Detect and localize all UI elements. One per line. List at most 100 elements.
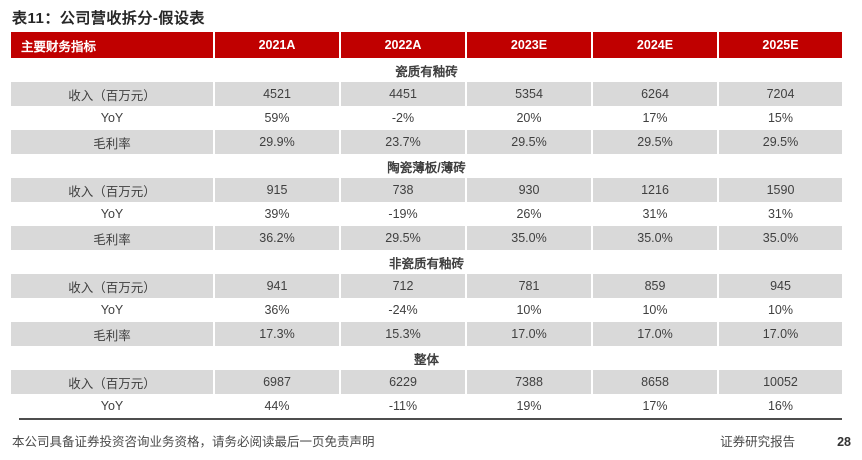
revenue-table: 主要财务指标 2021A 2022A 2023E 2024E 2025E 瓷质有釉砖收入（… (11, 32, 842, 418)
value-cell: 15% (767, 111, 794, 125)
header-cell-year: 2021A (215, 32, 341, 58)
header-cell-year: 2023E (467, 32, 593, 58)
row-label: 收入（百万元） (11, 370, 215, 394)
value-cell: 5354 (467, 82, 593, 106)
value-cell: -19% (341, 202, 467, 226)
section-header-row: 整体 (11, 346, 842, 370)
value-cell: 17% (593, 394, 719, 418)
row-label: 收入（百万元） (11, 82, 215, 106)
value-cell: 17.3% (215, 322, 341, 346)
value-cell: 29.5% (341, 226, 467, 250)
value-cell: 17.0% (467, 322, 593, 346)
value-cell: 1216 (593, 178, 719, 202)
section-title: 整体 (413, 352, 439, 367)
value-cell: 6229 (341, 370, 467, 394)
value-cell: 10% (593, 298, 719, 322)
row-label: YoY (11, 298, 215, 322)
value-cell: 36% (215, 298, 341, 322)
table-body: 瓷质有釉砖 收入（百万元） 4521 4451 5354 6264 7204 YoY 59% -2… (11, 58, 842, 418)
value-cell: 1590 (719, 178, 842, 202)
value-cell: 36.2% (215, 226, 341, 250)
value-cell: 19% (467, 394, 593, 418)
header-cell-indicator: 主要财务指标 (11, 32, 215, 58)
value-cell: 20% (467, 106, 593, 130)
table-row: YoY 36% -24% 10% 10% 10% (11, 298, 842, 322)
row-label: 收入（百万元） (11, 178, 215, 202)
value-cell: -11% (341, 394, 467, 418)
value-cell: 44% (215, 394, 341, 418)
value-cell: 39% (215, 202, 341, 226)
value-cell: 10% (767, 303, 794, 317)
section-title: 非瓷质有釉砖 (388, 256, 464, 271)
value-cell: 712 (341, 274, 467, 298)
value-cell: 29.5% (467, 130, 593, 154)
table-header-row: 主要财务指标 2021A 2022A 2023E 2024E 2025E (11, 32, 842, 58)
table-row: YoY 59% -2% 20% 17% 15% (11, 106, 842, 130)
row-label: 毛利率 (11, 226, 215, 250)
section-header-row: 陶瓷薄板/薄砖 (11, 154, 842, 178)
value-cell: 10052 (719, 370, 842, 394)
header-cell-year: 2025E (719, 32, 842, 58)
section-header-row: 瓷质有釉砖 (11, 58, 842, 82)
header-cell-year: 2022A (341, 32, 467, 58)
table-row: 收入（百万元） 4521 4451 5354 6264 7204 (11, 82, 842, 106)
value-cell: 16% (767, 399, 794, 413)
value-cell: 17% (593, 106, 719, 130)
value-cell: -24% (341, 298, 467, 322)
page-footer: 本公司具备证券投资咨询业务资格，请务必阅读最后一页免责声明 证券研究报告 28 (0, 431, 862, 450)
value-cell: 59% (215, 106, 341, 130)
value-cell: 31% (593, 202, 719, 226)
header-cell-year: 2024E (593, 32, 719, 58)
table-row: 毛利率 29.9% 23.7% 29.5% 29.5% 29.5% (11, 130, 842, 154)
value-cell: 35.0% (593, 226, 719, 250)
value-cell: 6264 (593, 82, 719, 106)
value-cell: -2% (341, 106, 467, 130)
value-cell: 8658 (593, 370, 719, 394)
value-cell: 17.0% (593, 322, 719, 346)
table-row: 收入（百万元） 941 712 781 859 945 (11, 274, 842, 298)
value-cell: 738 (341, 178, 467, 202)
table-row: YoY 44% -11% 19% 17% 16% (11, 394, 842, 418)
value-cell: 15.3% (341, 322, 467, 346)
row-label: YoY (11, 106, 215, 130)
value-cell: 35.0% (719, 226, 842, 250)
table-row: 收入（百万元） 915 738 930 1216 1590 (11, 178, 842, 202)
value-cell: 26% (467, 202, 593, 226)
value-cell: 7388 (467, 370, 593, 394)
value-cell: 7204 (719, 82, 842, 106)
footer-report-type: 证券研究报告 (720, 435, 796, 449)
table-row: YoY 39% -19% 26% 31% 31% (11, 202, 842, 226)
value-cell: 915 (215, 178, 341, 202)
section-title: 瓷质有釉砖 (395, 64, 458, 79)
table-row: 毛利率 36.2% 29.5% 35.0% 35.0% 35.0% (11, 226, 842, 250)
value-cell: 945 (719, 274, 842, 298)
value-cell: 29.5% (593, 130, 719, 154)
row-label: YoY (11, 394, 215, 418)
value-cell: 35.0% (467, 226, 593, 250)
page-title: 表11：公司营收拆分-假设表 (12, 10, 205, 27)
value-cell: 31% (767, 207, 794, 221)
value-cell: 6987 (215, 370, 341, 394)
table-bottom-border (19, 418, 842, 420)
value-cell: 859 (593, 274, 719, 298)
value-cell: 23.7% (341, 130, 467, 154)
footer-page-number: 28 (837, 435, 851, 449)
table-row: 收入（百万元） 6987 6229 7388 8658 10052 (11, 370, 842, 394)
value-cell: 4521 (215, 82, 341, 106)
table-header: 主要财务指标 2021A 2022A 2023E 2024E 2025E (11, 32, 842, 58)
value-cell: 29.5% (719, 130, 842, 154)
value-cell: 4451 (341, 82, 467, 106)
section-title: 陶瓷薄板/薄砖 (387, 160, 466, 175)
value-cell: 941 (215, 274, 341, 298)
section-header-row: 非瓷质有釉砖 (11, 250, 842, 274)
value-cell: 930 (467, 178, 593, 202)
value-cell: 10% (467, 298, 593, 322)
value-cell: 17.0% (719, 322, 842, 346)
value-cell: 781 (467, 274, 593, 298)
value-cell: 29.9% (215, 130, 341, 154)
footer-disclaimer: 本公司具备证券投资咨询业务资格，请务必阅读最后一页免责声明 (12, 435, 375, 449)
table-row: 毛利率 17.3% 15.3% 17.0% 17.0% 17.0% (11, 322, 842, 346)
row-label: 毛利率 (11, 322, 215, 346)
row-label: 收入（百万元） (11, 274, 215, 298)
row-label: YoY (11, 202, 215, 226)
